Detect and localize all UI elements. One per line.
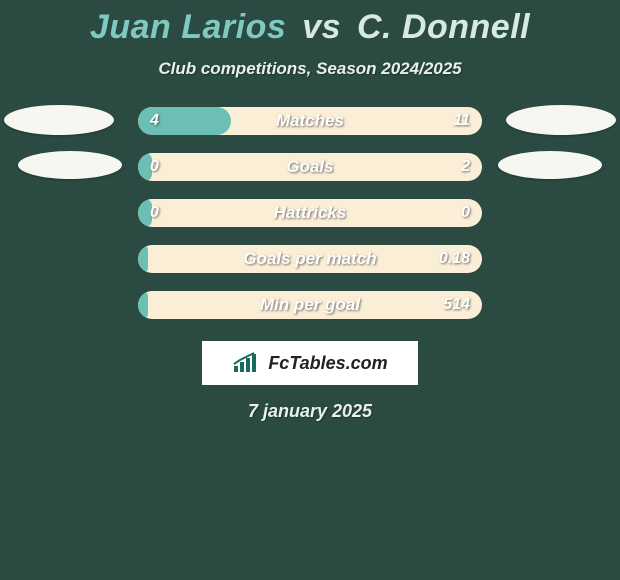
stat-label: Goals xyxy=(138,153,482,181)
comparison-title: Juan Larios vs C. Donnell xyxy=(0,0,620,47)
stat-row: Min per goal514 xyxy=(0,291,620,319)
stat-right-value: 11 xyxy=(453,107,470,135)
stat-right-value: 0.18 xyxy=(439,245,470,273)
stat-row: 0Goals2 xyxy=(0,153,620,181)
left-chip xyxy=(4,105,114,135)
stat-right-value: 0 xyxy=(461,199,470,227)
subtitle: Club competitions, Season 2024/2025 xyxy=(0,59,620,79)
stat-label: Hattricks xyxy=(138,199,482,227)
stat-right-value: 514 xyxy=(443,291,470,319)
stat-row: 0Hattricks0 xyxy=(0,199,620,227)
right-chip xyxy=(498,151,602,179)
player1-name: Juan Larios xyxy=(90,8,286,46)
right-chip xyxy=(506,105,616,135)
logo-text: FcTables.com xyxy=(268,353,387,374)
vs-text: vs xyxy=(302,8,341,46)
stat-rows-container: 4Matches110Goals20Hattricks0Goals per ma… xyxy=(0,107,620,319)
stat-label: Matches xyxy=(138,107,482,135)
fctables-logo: FcTables.com xyxy=(202,341,418,385)
stat-bar: 4Matches11 xyxy=(138,107,482,135)
barchart-icon xyxy=(232,352,260,374)
stat-bar: Goals per match0.18 xyxy=(138,245,482,273)
stat-label: Goals per match xyxy=(138,245,482,273)
stat-row: Goals per match0.18 xyxy=(0,245,620,273)
stat-row: 4Matches11 xyxy=(0,107,620,135)
left-chip xyxy=(18,151,122,179)
stat-bar: Min per goal514 xyxy=(138,291,482,319)
stat-bar: 0Hattricks0 xyxy=(138,199,482,227)
stat-right-value: 2 xyxy=(461,153,470,181)
snapshot-date: 7 january 2025 xyxy=(0,401,620,422)
stat-bar: 0Goals2 xyxy=(138,153,482,181)
player2-name: C. Donnell xyxy=(357,8,530,46)
stat-label: Min per goal xyxy=(138,291,482,319)
